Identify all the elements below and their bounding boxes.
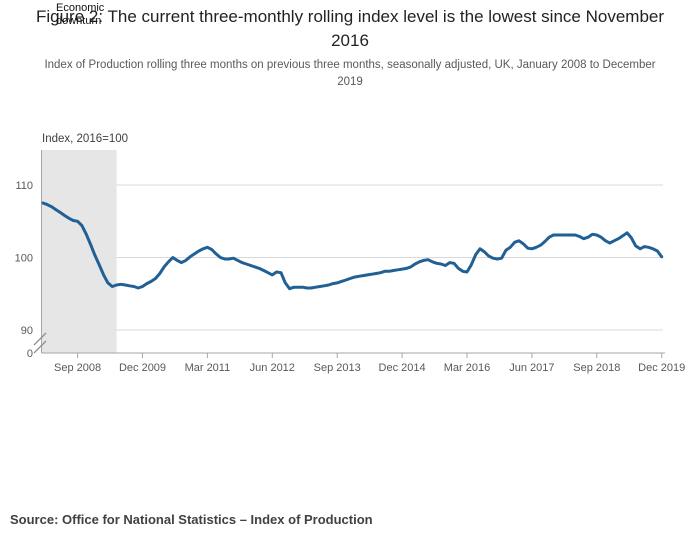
x-tick-label: Dec 2009: [119, 362, 166, 374]
x-tick-label: Dec 2014: [379, 362, 426, 374]
x-tick-label: Sep 2018: [573, 362, 620, 374]
x-tick-label: Jun 2012: [250, 362, 295, 374]
x-tick-label: Mar 2016: [444, 362, 490, 374]
economic-downturn-annotation: Economic downturn: [56, 2, 105, 28]
x-tick-label: Dec 2019: [638, 362, 685, 374]
source-note: Source: Office for National Statistics –…: [10, 512, 373, 527]
axis-break-icon: [33, 332, 47, 346]
series-line: [41, 201, 664, 291]
figure-subtitle: Index of Production rolling three months…: [44, 59, 656, 88]
y-tick-label: 110: [15, 180, 33, 192]
y-tick-label-zero: 0: [27, 348, 33, 360]
x-tick-label: Jun 2017: [509, 362, 554, 374]
y-tick-label: 100: [15, 253, 33, 265]
chart-plot-area: Sep 2008 Dec 2009 Mar 2011 Jun 2012 Sep 2013…: [15, 150, 685, 374]
x-tick-label: Mar 2011: [185, 362, 231, 374]
x-tick-label: Sep 2013: [314, 362, 361, 374]
recession-shading: [41, 150, 117, 353]
line-chart: Sep 2008 Dec 2009 Mar 2011 Jun 2012 Sep 2013…: [0, 145, 700, 385]
y-axis-unit-label: Index, 2016=100: [42, 133, 129, 145]
axis-break-icon: [33, 340, 47, 354]
x-tick-label: Sep 2008: [54, 362, 101, 374]
y-tick-label: 90: [21, 325, 33, 337]
figure-title: Figure 2: The current three-monthly roll…: [35, 7, 665, 51]
